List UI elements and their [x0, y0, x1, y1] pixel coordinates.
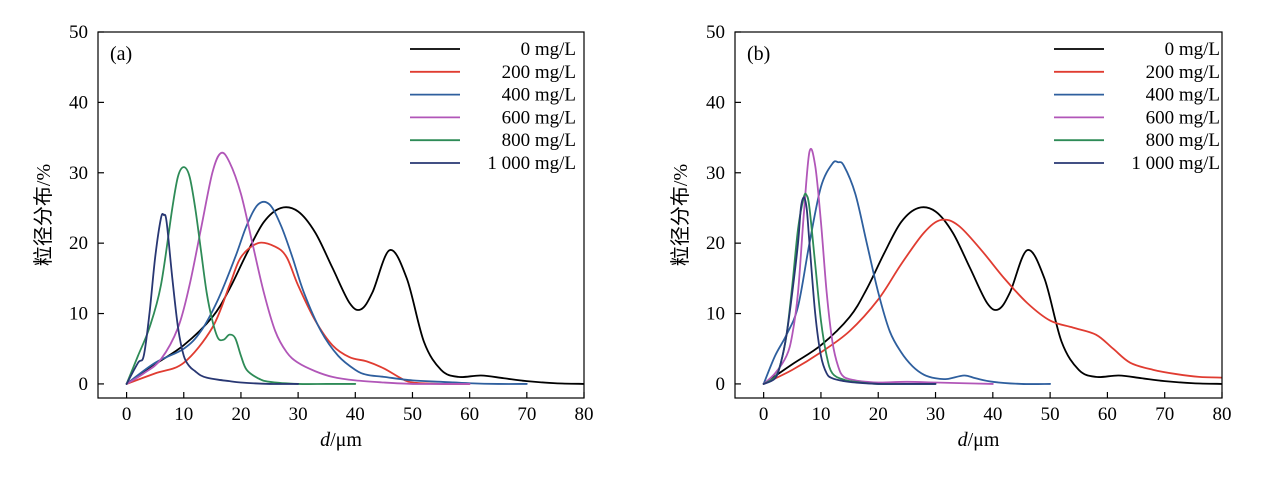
legend-label: 800 mg/L — [1146, 130, 1220, 151]
x-tick-label: 30 — [289, 404, 308, 425]
x-axis-title: d/μm — [958, 429, 1000, 451]
x-tick-label: 30 — [926, 404, 945, 425]
x-tick-label: 10 — [174, 404, 193, 425]
legend-label: 800 mg/L — [502, 130, 576, 151]
panel-b: 0 10 20 30 40 50 60 70 80 0 10 20 30 40 50 (b) d/μm 粒径分布/… — [669, 22, 1232, 451]
legend-label: 200 mg/L — [502, 62, 576, 83]
legend-label: 1 000 mg/L — [1131, 153, 1220, 174]
legend-label: 400 mg/L — [1146, 85, 1220, 106]
series-line-2 — [125, 200, 528, 385]
x-tick-label: 40 — [346, 404, 365, 425]
x-axis-title-unit: /μm — [968, 429, 1000, 451]
plot-frame — [734, 31, 1223, 399]
series-line-1 — [762, 218, 1222, 385]
series-line-3 — [762, 147, 994, 385]
x-tick-label: 10 — [811, 404, 830, 425]
x-tick-label: 80 — [575, 404, 594, 425]
y-axis-title: 粒径分布/% — [32, 164, 55, 266]
x-tick-label: 0 — [759, 404, 769, 425]
y-tick-label: 50 — [69, 22, 88, 43]
series-line-5 — [762, 196, 937, 385]
y-tick-label: 20 — [706, 233, 725, 254]
y-tick-label: 10 — [706, 304, 725, 325]
series-line-0 — [762, 206, 1222, 385]
series-line-4 — [125, 166, 357, 385]
y-tick-label: 10 — [69, 304, 88, 325]
x-tick-label: 60 — [460, 404, 479, 425]
x-tick-label: 70 — [517, 404, 536, 425]
legend-label: 200 mg/L — [1146, 62, 1220, 83]
series-line-5 — [125, 212, 300, 385]
y-tick-label: 30 — [706, 163, 725, 184]
y-tick-label: 40 — [706, 92, 725, 113]
legend-label: 600 mg/L — [1146, 107, 1220, 128]
panel-label: (b) — [747, 43, 770, 65]
legend-label: 0 mg/L — [521, 39, 576, 60]
x-axis-title-unit: /μm — [330, 429, 362, 451]
x-tick-label: 20 — [231, 404, 250, 425]
x-axis-title-symbol: d — [320, 429, 331, 451]
x-tick-label: 40 — [983, 404, 1002, 425]
series-lines — [762, 147, 1222, 385]
x-tick-label: 20 — [869, 404, 888, 425]
panel-a: 0 10 20 30 40 50 60 70 80 0 10 20 30 40 50 (a) d/μm 粒径分布/… — [32, 22, 594, 451]
series-line-3 — [125, 151, 471, 385]
x-tick-label: 50 — [1041, 404, 1060, 425]
y-axis-title: 粒径分布/% — [669, 164, 692, 266]
series-lines — [125, 151, 584, 385]
plot-frame — [97, 31, 585, 399]
x-axis-title-symbol: d — [958, 429, 969, 451]
x-tick-label: 0 — [122, 404, 132, 425]
legend-label: 400 mg/L — [502, 85, 576, 106]
x-tick-label: 80 — [1213, 404, 1232, 425]
x-tick-label: 60 — [1098, 404, 1117, 425]
legend-label: 600 mg/L — [502, 107, 576, 128]
x-tick-label: 50 — [403, 404, 422, 425]
series-line-2 — [762, 160, 1052, 385]
panel-label: (a) — [110, 43, 132, 65]
y-tick-label: 0 — [716, 374, 726, 395]
x-axis-title: d/μm — [320, 429, 362, 451]
y-tick-label: 20 — [69, 233, 88, 254]
y-tick-label: 30 — [69, 163, 88, 184]
legend-label: 0 mg/L — [1165, 39, 1220, 60]
series-line-0 — [125, 206, 584, 385]
x-tick-label: 70 — [1155, 404, 1174, 425]
series-line-4 — [762, 192, 937, 385]
y-tick-label: 0 — [79, 374, 89, 395]
y-tick-label: 40 — [69, 92, 88, 113]
legend-label: 1 000 mg/L — [487, 153, 576, 174]
y-tick-label: 50 — [706, 22, 725, 43]
